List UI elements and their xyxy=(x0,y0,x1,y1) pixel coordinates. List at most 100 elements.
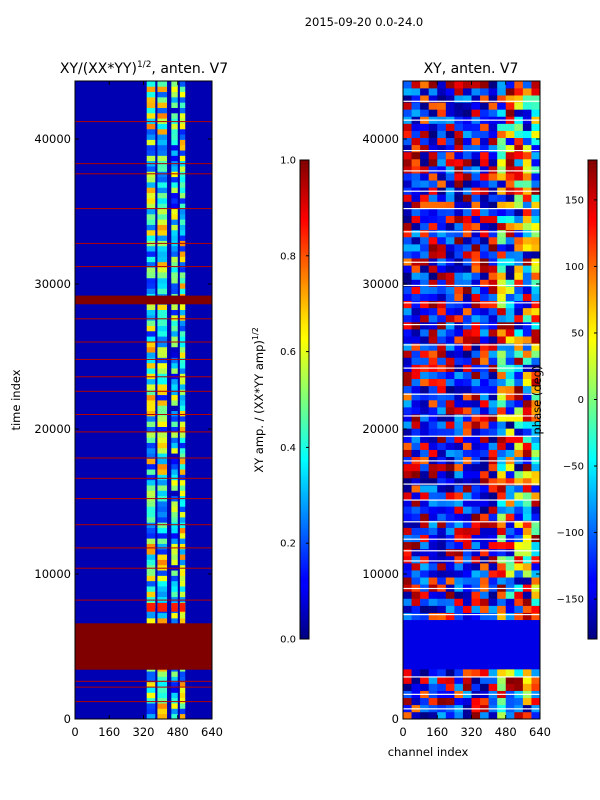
phase-cell xyxy=(445,591,455,599)
amplitude-cell xyxy=(171,267,178,273)
amplitude-cell xyxy=(171,543,178,550)
amplitude-cell xyxy=(157,304,168,311)
amplitude-cell xyxy=(157,426,168,433)
colorbar-tick-label: 0.6 xyxy=(280,347,296,358)
amplitude-cell xyxy=(179,368,186,374)
amplitude-flagged-row xyxy=(75,498,212,500)
phase-cell xyxy=(522,506,532,514)
amplitude-cell xyxy=(171,118,178,124)
amplitude-cell xyxy=(146,261,156,268)
phase-cell xyxy=(420,350,429,358)
phase-cell xyxy=(522,279,532,287)
phase-cell xyxy=(497,81,507,89)
phase-cell xyxy=(445,513,455,521)
phase-cell xyxy=(403,414,412,422)
phase-cell xyxy=(420,711,429,720)
phase-cell xyxy=(454,513,464,521)
phase-cell xyxy=(488,272,498,280)
phase-cell xyxy=(531,109,541,117)
phase-cell xyxy=(471,697,481,706)
phase-cell xyxy=(411,201,421,209)
phase-cell xyxy=(488,591,498,599)
phase-cell xyxy=(403,343,412,351)
phase-cell xyxy=(522,477,532,486)
phase-cell xyxy=(420,541,429,550)
amplitude-cell xyxy=(179,192,186,199)
amplitude-flagged-row xyxy=(75,680,212,682)
phase-cell xyxy=(428,229,438,238)
phase-cell xyxy=(454,236,464,245)
phase-cell xyxy=(480,350,489,358)
phase-cell xyxy=(505,244,515,252)
phase-cell xyxy=(411,392,421,401)
phase-cell xyxy=(437,201,447,209)
phase-cell xyxy=(445,371,455,380)
phase-cell xyxy=(437,428,447,436)
phase-cell xyxy=(462,676,472,684)
amplitude-cell xyxy=(171,389,178,396)
phase-cell xyxy=(403,470,412,479)
amplitude-cell xyxy=(157,394,168,401)
phase-cell xyxy=(522,130,532,139)
phase-cell xyxy=(445,166,455,174)
amplitude-cell xyxy=(146,213,156,220)
phase-cell xyxy=(488,371,498,380)
phase-cell xyxy=(531,463,541,472)
phase-cell xyxy=(437,400,447,408)
amplitude-cell xyxy=(179,128,186,135)
phase-cell xyxy=(428,130,438,139)
phase-cell xyxy=(411,180,421,188)
phase-cell xyxy=(462,158,472,167)
amplitude-cell xyxy=(157,586,168,592)
phase-cell xyxy=(437,123,447,131)
phase-cell xyxy=(514,392,524,401)
amplitude-flagged-row xyxy=(75,163,212,165)
amplitude-cell xyxy=(157,543,168,550)
phase-cell xyxy=(514,144,524,153)
amplitude-cell xyxy=(179,671,186,677)
amplitude-flagged-row xyxy=(75,567,212,569)
amplitude-cell xyxy=(179,203,186,209)
phase-cell xyxy=(497,244,507,252)
phase-cell xyxy=(462,605,472,613)
phase-cell xyxy=(445,435,455,443)
phase-cell xyxy=(437,251,447,259)
amplitude-cell xyxy=(171,586,178,592)
phase-cell xyxy=(403,407,412,415)
amplitude-cell xyxy=(171,703,178,709)
phase-cell xyxy=(403,265,412,273)
phase-cell xyxy=(522,180,532,188)
amplitude-cell xyxy=(179,219,186,225)
phase-cell xyxy=(445,697,455,706)
phase-cell xyxy=(403,194,412,202)
phase-cell xyxy=(471,676,481,684)
phase-cell xyxy=(428,463,438,472)
amplitude-cell xyxy=(157,501,168,507)
phase-cell xyxy=(514,158,524,167)
phase-cell xyxy=(420,215,429,224)
y-tick-label: 20000 xyxy=(362,422,399,436)
phase-cell xyxy=(428,605,438,613)
amplitude-cell xyxy=(157,373,168,380)
amplitude-cell xyxy=(171,144,178,151)
phase-cell xyxy=(428,251,438,259)
amplitude-cell xyxy=(146,139,156,146)
channel-index-axis-label: channel index xyxy=(388,745,469,759)
phase-cell xyxy=(403,442,412,450)
amplitude-cell xyxy=(157,474,168,481)
phase-cell xyxy=(420,499,429,507)
amplitude-cell xyxy=(179,548,186,555)
phase-cell xyxy=(462,265,472,273)
phase-cell xyxy=(428,81,438,89)
phase-cell xyxy=(505,470,515,479)
phase-cell xyxy=(403,307,412,316)
phase-cell xyxy=(531,385,541,394)
amplitude-cell xyxy=(157,458,168,465)
phase-cell xyxy=(497,357,507,365)
amplitude-cell xyxy=(157,139,168,146)
amplitude-cell xyxy=(171,91,178,98)
phase-cell xyxy=(497,236,507,245)
amplitude-cell xyxy=(146,415,156,422)
phase-flagged-gap xyxy=(403,119,540,121)
